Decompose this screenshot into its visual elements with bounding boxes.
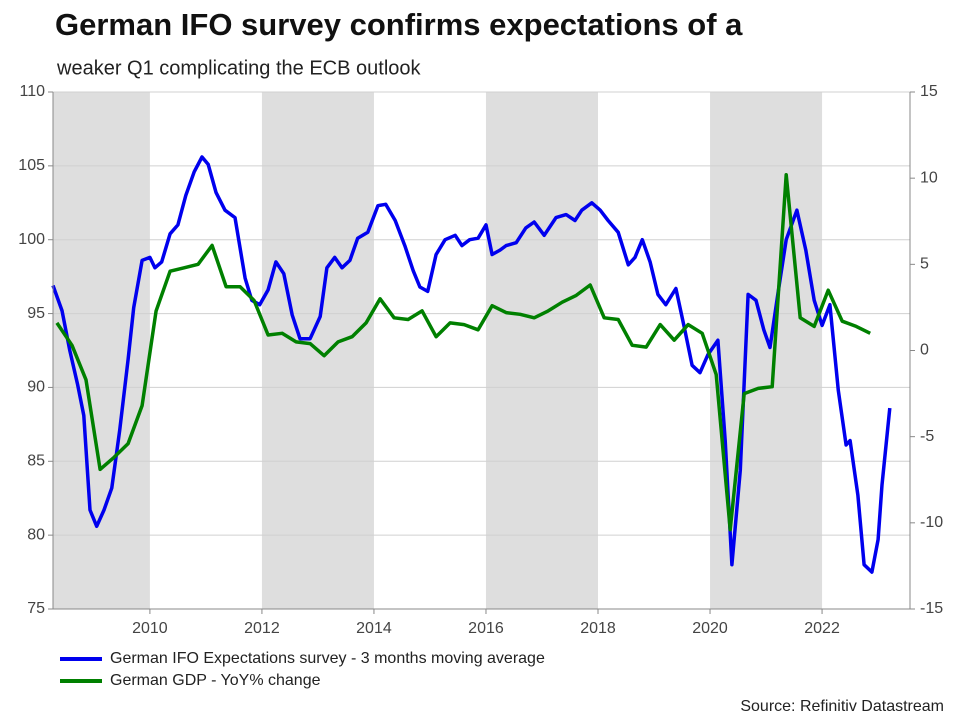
y-tick-label: 100 [18, 231, 45, 248]
y-tick-label: 105 [18, 157, 45, 174]
y2-tick-label: -5 [920, 428, 934, 445]
y-tick-label: 80 [27, 526, 45, 543]
series-line [55, 172, 871, 532]
shade-band [53, 92, 150, 609]
y-tick-label: 90 [27, 379, 45, 396]
y2-tick-label: 15 [920, 83, 938, 100]
y2-tick-label: -10 [920, 514, 943, 531]
shade-band [485, 92, 599, 609]
x-tick-label: 2010 [132, 620, 168, 637]
y-tick-label: 85 [27, 453, 45, 470]
chart-title: German IFO survey confirms expectations … [55, 7, 743, 42]
y2-tick-label: 10 [920, 169, 938, 186]
plot [51, 155, 892, 574]
y-tick-label: 110 [19, 83, 45, 100]
x-tick-label: 2014 [356, 620, 392, 637]
x-tick-label: 2016 [468, 620, 504, 637]
y-tick-label: 75 [27, 600, 45, 617]
x-tick-label: 2022 [804, 620, 840, 637]
chart-subtitle: weaker Q1 complicating the ECB outlook [56, 57, 422, 79]
x-tick-label: 2012 [244, 620, 280, 637]
source: Source: Refinitiv Datastream [740, 698, 944, 715]
shade-band [710, 92, 823, 609]
y-tick-label: 95 [27, 305, 45, 322]
x-tick-label: 2018 [580, 620, 616, 637]
legend-label: German IFO Expectations survey - 3 month… [110, 650, 545, 667]
y2-tick-label: 5 [920, 256, 929, 273]
x-tick-label: 2020 [692, 620, 728, 637]
axes: 75 80 85 90 95 100 105 110 -15 -10 -5 0 5 10 15 2010 201… [18, 83, 943, 637]
y2-tick-label: -15 [920, 600, 943, 617]
y2-tick-label: 0 [920, 342, 929, 359]
legend-label: German GDP - YoY% change [110, 672, 321, 689]
series-line [51, 155, 892, 574]
